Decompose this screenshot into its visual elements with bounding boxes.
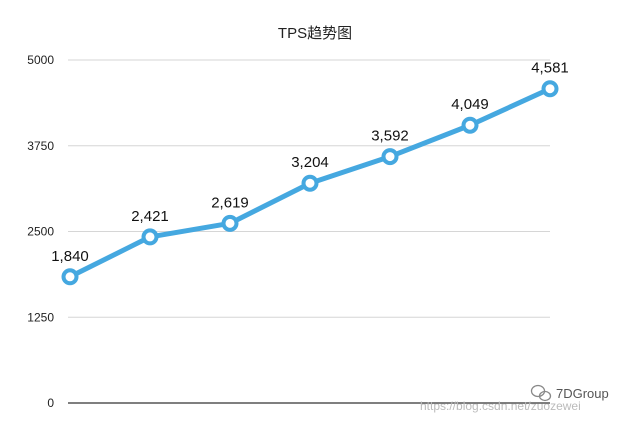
watermark-brand: 7DGroup [556,386,609,401]
data-label: 3,592 [371,128,409,145]
y-tick-label: 3750 [27,139,54,153]
data-label: 4,049 [451,96,489,113]
data-point [221,214,239,232]
data-label: 1,840 [51,248,89,265]
data-point [381,148,399,166]
chart-title: TPS趋势图 [278,25,352,42]
data-label: 2,619 [211,194,249,211]
data-point [141,228,159,246]
y-tick-label: 1250 [27,310,54,324]
watermark-url: https://blog.csdn.net/zuozewei [420,399,581,413]
data-label: 3,204 [291,154,329,171]
y-tick-label: 2500 [27,225,54,239]
watermark: 7DGroup https://blog.csdn.net/zuozewei [420,384,609,413]
y-tick-label: 0 [47,396,54,410]
wechat-icon [530,384,552,402]
y-axis-ticks: 0 1250 2500 3750 5000 [27,53,54,410]
data-point [301,174,319,192]
data-label: 2,421 [131,208,169,225]
data-point [461,116,479,134]
y-tick-label: 5000 [27,53,54,67]
data-labels: 1,840 2,421 2,619 3,204 3,592 4,049 4,581 [51,60,569,265]
data-point [541,80,559,98]
data-point [61,268,79,286]
data-label: 4,581 [531,60,569,77]
data-points [61,80,559,286]
